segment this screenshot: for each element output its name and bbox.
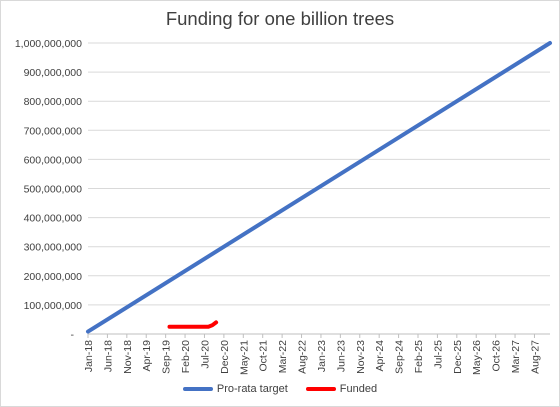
- y-tick-label: 300,000,000: [24, 242, 83, 254]
- legend-swatch-target: [182, 387, 213, 391]
- y-tick-label: 100,000,000: [24, 300, 83, 312]
- x-tick-label: Jul-20: [199, 340, 211, 369]
- x-tick-label: Jan-18: [83, 340, 95, 372]
- y-tick-label: 800,000,000: [24, 96, 83, 108]
- y-axis-labels: - 100,000,000 200,000,000 300,000,000 400,00…: [15, 38, 82, 341]
- legend-swatch-funded: [305, 387, 336, 391]
- x-tick-label: Jun-18: [102, 340, 114, 372]
- x-tick-label: Sep-19: [161, 340, 173, 374]
- x-axis: [87, 333, 550, 338]
- x-tick-label: Jul-25: [432, 340, 444, 369]
- x-tick-label: Apr-19: [141, 340, 153, 372]
- legend-item-target: Pro-rata target: [182, 383, 288, 395]
- gridlines: [88, 42, 550, 306]
- series-line-funded: [167, 320, 219, 329]
- y-tick-label: 500,000,000: [24, 184, 83, 196]
- legend-label-target: Pro-rata target: [216, 383, 288, 395]
- x-tick-label: Jan-23: [316, 340, 328, 372]
- y-tick-label: -: [71, 329, 75, 341]
- x-tick-label: Sep-24: [394, 340, 406, 374]
- x-tick-label: Oct-21: [258, 340, 270, 372]
- y-tick-label: 900,000,000: [24, 67, 83, 79]
- x-tick-label: Feb-20: [180, 340, 192, 373]
- chart-title: Funding for one billion trees: [165, 8, 395, 29]
- x-tick-label: Aug-22: [297, 340, 309, 374]
- x-tick-label: Nov-18: [122, 340, 134, 374]
- legend-label-funded: Funded: [339, 383, 378, 395]
- x-tick-label: Mar-27: [510, 340, 522, 373]
- x-tick-label: Apr-24: [374, 340, 386, 372]
- x-tick-label: Aug-27: [529, 340, 541, 374]
- series-line-target: [86, 41, 552, 334]
- y-tick-label: 400,000,000: [24, 213, 83, 225]
- x-tick-label: Oct-26: [491, 340, 503, 372]
- x-tick-label: Jun-23: [335, 340, 347, 372]
- x-tick-label: May-21: [238, 340, 250, 375]
- y-tick-label: 1,000,000,000: [15, 38, 82, 50]
- y-tick-label: 700,000,000: [24, 125, 83, 137]
- x-tick-label: May-26: [471, 340, 483, 375]
- legend-item-funded: Funded: [305, 383, 378, 395]
- x-axis-labels: Jan-18 Jun-18 Nov-18 Apr-19 Sep-19 Feb-20 Jul-…: [83, 340, 541, 375]
- x-tick-label: Nov-23: [355, 340, 367, 374]
- x-tick-label: Dec-20: [219, 340, 231, 374]
- y-tick-label: 200,000,000: [24, 271, 83, 283]
- x-tick-label: Feb-25: [413, 340, 425, 373]
- x-tick-label: Dec-25: [452, 340, 464, 374]
- legend: Pro-rata target Funded: [0, 383, 560, 395]
- y-tick-label: 600,000,000: [24, 154, 83, 166]
- x-tick-label: Mar-22: [277, 340, 289, 373]
- series-lines: [86, 41, 552, 334]
